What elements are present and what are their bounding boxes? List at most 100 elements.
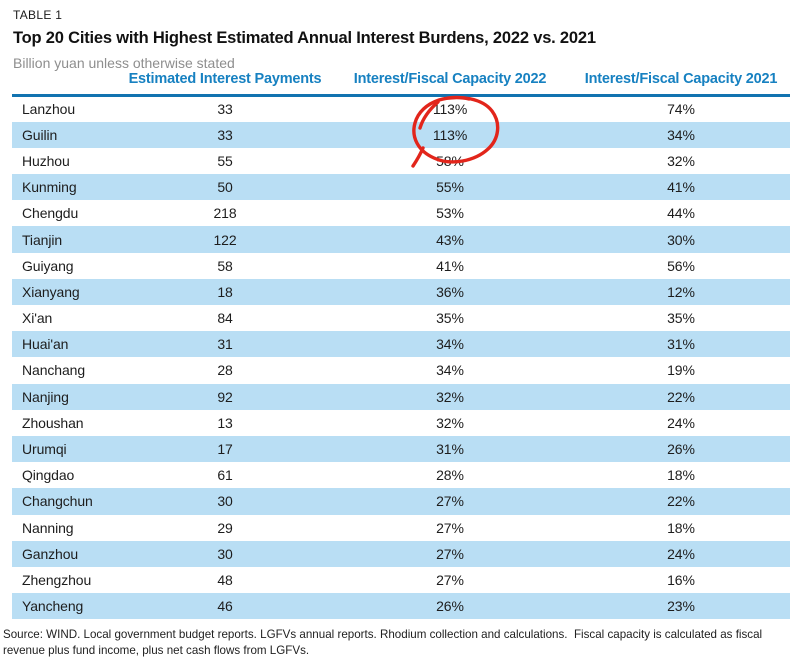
estimated-interest-payments-cell: 17 (217, 441, 233, 458)
interest-fiscal-capacity-2022-cell: 58% (436, 152, 464, 169)
table-column-headers: Estimated Interest Payments Interest/Fis… (12, 71, 790, 97)
interest-fiscal-capacity-2021-cell: 31% (667, 336, 695, 353)
interest-fiscal-capacity-2022-cell: 34% (436, 362, 464, 379)
interest-fiscal-capacity-2021-cell: 41% (667, 179, 695, 196)
estimated-interest-payments-cell: 55 (217, 152, 233, 169)
table-row: Yancheng 46 26% 23% (12, 593, 790, 620)
interest-fiscal-capacity-2022-cell: 113% (432, 101, 468, 118)
column-header-estimated-interest-payments: Estimated Interest Payments (122, 71, 328, 97)
city-cell: Ganzhou (22, 545, 79, 562)
city-cell: Nanning (22, 519, 74, 536)
table-number-label: TABLE 1 (13, 8, 63, 22)
interest-fiscal-capacity-2021-cell: 18% (667, 467, 695, 484)
header-row: Estimated Interest Payments Interest/Fis… (12, 71, 790, 97)
city-cell: Guilin (22, 126, 58, 143)
interest-fiscal-capacity-2022-cell: 32% (436, 414, 464, 431)
estimated-interest-payments-cell: 92 (217, 388, 233, 405)
interest-fiscal-capacity-2021-cell: 12% (667, 283, 695, 300)
interest-fiscal-capacity-2021-cell: 44% (667, 205, 695, 222)
city-cell: Lanzhou (22, 101, 76, 118)
city-cell: Zhengzhou (22, 571, 92, 588)
table-row: Kunming 50 55% 41% (12, 174, 790, 201)
estimated-interest-payments-cell: 13 (217, 414, 233, 431)
estimated-interest-payments-cell: 122 (213, 231, 237, 248)
estimated-interest-payments-cell: 30 (217, 545, 233, 562)
interest-fiscal-capacity-2022-cell: 27% (436, 545, 464, 562)
column-header-interest-fiscal-capacity-2022: Interest/Fiscal Capacity 2022 (328, 71, 572, 97)
interest-fiscal-capacity-2021-cell: 30% (667, 231, 695, 248)
column-header-city (12, 71, 122, 97)
interest-fiscal-capacity-2022-cell: 27% (436, 571, 464, 588)
interest-burden-table: Estimated Interest Payments Interest/Fis… (12, 71, 790, 620)
estimated-interest-payments-cell: 218 (213, 205, 237, 222)
city-cell: Huzhou (22, 152, 70, 169)
interest-fiscal-capacity-2022-cell: 41% (436, 257, 464, 274)
table-row: Chengdu 218 53% 44% (12, 200, 790, 226)
column-header-interest-fiscal-capacity-2021: Interest/Fiscal Capacity 2021 (572, 71, 790, 97)
interest-fiscal-capacity-2022-cell: 31% (436, 441, 464, 458)
table-row: Xianyang 18 36% 12% (12, 278, 790, 305)
city-cell: Urumqi (22, 441, 67, 458)
interest-fiscal-capacity-2021-cell: 56% (667, 257, 695, 274)
table-header-block: TABLE 1 Top 20 Cities with Highest Estim… (13, 8, 790, 71)
interest-fiscal-capacity-2021-cell: 22% (667, 388, 695, 405)
estimated-interest-payments-cell: 61 (217, 467, 233, 484)
interest-fiscal-capacity-2022-cell: 27% (436, 519, 464, 536)
city-cell: Tianjin (22, 231, 63, 248)
table-row: Qingdao 61 28% 18% (12, 462, 790, 488)
interest-fiscal-capacity-2022-cell: 113% (432, 126, 468, 143)
interest-fiscal-capacity-2022-cell: 28% (436, 467, 464, 484)
table-row: Zhoushan 13 32% 24% (12, 410, 790, 436)
table-row: Huzhou 55 58% 32% (12, 148, 790, 174)
interest-fiscal-capacity-2022-cell: 36% (436, 283, 464, 300)
table-row: Huai'an 31 34% 31% (12, 331, 790, 358)
estimated-interest-payments-cell: 30 (217, 493, 233, 510)
table-row: Tianjin 122 43% 30% (12, 226, 790, 253)
table-units-subtitle: Billion yuan unless otherwise stated (13, 55, 235, 71)
interest-fiscal-capacity-2021-cell: 23% (667, 598, 695, 615)
city-cell: Nanjing (22, 388, 69, 405)
source-note: Source: WIND. Local government budget re… (3, 628, 766, 658)
city-cell: Xianyang (22, 283, 80, 300)
estimated-interest-payments-cell: 46 (217, 598, 233, 615)
estimated-interest-payments-cell: 84 (217, 310, 233, 327)
city-cell: Chengdu (22, 205, 79, 222)
estimated-interest-payments-cell: 48 (217, 571, 233, 588)
estimated-interest-payments-cell: 58 (217, 257, 233, 274)
interest-fiscal-capacity-2022-cell: 35% (436, 310, 464, 327)
interest-fiscal-capacity-2022-cell: 34% (436, 336, 464, 353)
interest-fiscal-capacity-2022-cell: 53% (436, 205, 464, 222)
city-cell: Huai'an (22, 336, 69, 353)
interest-fiscal-capacity-2021-cell: 35% (667, 310, 695, 327)
table-row: Nanjing 92 32% 22% (12, 383, 790, 410)
interest-fiscal-capacity-2021-cell: 74% (667, 101, 695, 118)
table-row: Nanchang 28 34% 19% (12, 357, 790, 383)
estimated-interest-payments-cell: 33 (217, 126, 233, 143)
interest-fiscal-capacity-2021-cell: 18% (667, 519, 695, 536)
interest-fiscal-capacity-2022-cell: 43% (436, 231, 464, 248)
table-row: Xi'an 84 35% 35% (12, 305, 790, 331)
city-cell: Zhoushan (22, 414, 84, 431)
interest-fiscal-capacity-2021-cell: 32% (667, 152, 695, 169)
interest-fiscal-capacity-2021-cell: 24% (667, 414, 695, 431)
city-cell: Changchun (22, 493, 93, 510)
table-row: Guiyang 58 41% 56% (12, 253, 790, 279)
estimated-interest-payments-cell: 29 (217, 519, 233, 536)
estimated-interest-payments-cell: 28 (217, 362, 233, 379)
city-cell: Nanchang (22, 362, 86, 379)
table-row: Nanning 29 27% 18% (12, 515, 790, 541)
city-cell: Qingdao (22, 467, 75, 484)
table-row: Guilin 33 113% 34% (12, 121, 790, 148)
table-row: Ganzhou 30 27% 24% (12, 540, 790, 567)
city-cell: Yancheng (22, 598, 84, 615)
estimated-interest-payments-cell: 33 (217, 101, 233, 118)
interest-fiscal-capacity-2022-cell: 55% (436, 179, 464, 196)
interest-fiscal-capacity-2021-cell: 34% (667, 126, 695, 143)
estimated-interest-payments-cell: 31 (217, 336, 233, 353)
interest-fiscal-capacity-2021-cell: 24% (667, 545, 695, 562)
table-row: Urumqi 17 31% 26% (12, 435, 790, 463)
table-row: Zhengzhou 48 27% 16% (12, 567, 790, 593)
city-cell: Kunming (22, 179, 77, 196)
table-row: Changchun 30 27% 22% (12, 488, 790, 515)
estimated-interest-payments-cell: 50 (217, 179, 233, 196)
